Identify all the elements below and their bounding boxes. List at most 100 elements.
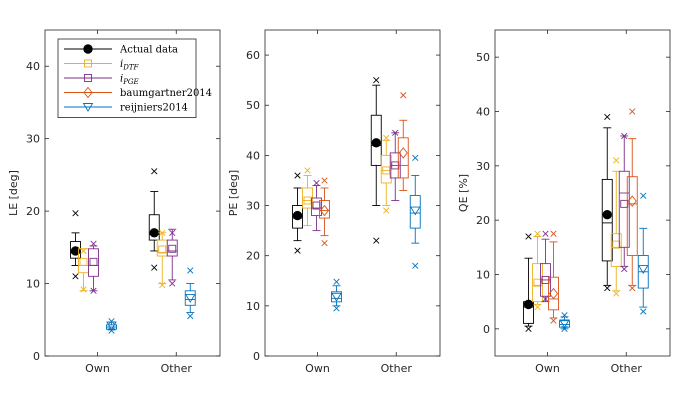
outlier-stroke <box>534 303 541 311</box>
box-dtf-other <box>380 134 392 214</box>
y-axis-label: LE [deg] <box>7 170 20 216</box>
outlier-mark <box>72 273 79 280</box>
box-pge-own <box>311 179 322 232</box>
outlier-mark <box>534 303 541 311</box>
outlier-mark <box>561 325 568 332</box>
box-pge-other <box>166 228 178 287</box>
mean-marker-dot <box>292 210 303 221</box>
legend-label: reijniers2014 <box>120 103 188 114</box>
y-tick-label: 0 <box>483 323 490 336</box>
outlier-stroke <box>542 230 549 237</box>
outlier-mark <box>412 154 419 162</box>
axes-frame <box>264 29 441 357</box>
mean-marker-square <box>541 275 550 284</box>
outlier-mark <box>534 230 541 237</box>
outlier-stroke <box>151 264 158 271</box>
outlier-mark <box>412 262 419 269</box>
outlier-mark <box>72 210 79 217</box>
box-reij-own <box>559 312 570 332</box>
mean-marker-dot <box>70 246 81 256</box>
mean-marker-square <box>158 245 167 254</box>
outlier-stroke <box>169 229 176 236</box>
y-tick-label: 10 <box>476 269 490 282</box>
outlier-stroke <box>561 312 568 319</box>
y-tick-label: 50 <box>476 51 490 64</box>
box-dtf-other <box>610 157 622 297</box>
panel-qe: 0 10 20 30 40 50 Own Other QE [%] <box>457 29 671 375</box>
legend-marker-square <box>84 59 92 68</box>
box-reij-other <box>637 192 649 315</box>
box-pge-other <box>389 129 401 201</box>
box-reij-other <box>409 154 421 269</box>
legend-subscript: DTF <box>122 64 139 72</box>
y-tick-label: 20 <box>476 214 490 227</box>
y-tick-label: 60 <box>246 49 260 62</box>
outlier-mark <box>90 240 97 247</box>
outlier-mark <box>629 108 636 115</box>
box-iqr <box>292 205 303 229</box>
outlier-mark <box>550 230 557 237</box>
box-iqr <box>319 200 330 219</box>
y-tick-label: 20 <box>246 250 260 263</box>
outlier-mark <box>383 207 390 214</box>
outlier-stroke <box>294 172 301 179</box>
box-baum-own <box>548 230 559 324</box>
outlier-stroke <box>373 77 380 84</box>
outlier-stroke <box>304 167 311 174</box>
outlier-mark <box>333 305 340 312</box>
y-axis-label: QE [%] <box>457 174 470 212</box>
box-baum-other <box>626 108 638 292</box>
outlier-mark <box>613 290 620 297</box>
y-tick-label: 0 <box>253 350 260 363</box>
outlier-mark <box>604 284 611 292</box>
outlier-mark <box>333 278 340 285</box>
outlier-mark <box>373 77 380 84</box>
x-tick-label: Other <box>611 362 643 375</box>
mean-marker-triangle <box>637 265 649 274</box>
outlier-mark <box>80 247 87 255</box>
outlier-mark <box>151 264 158 271</box>
x-tick-label: Other <box>161 362 193 375</box>
y-tick-label: 40 <box>476 106 490 119</box>
outlier-stroke <box>294 247 301 254</box>
legend-marker-dot <box>83 44 93 54</box>
outlier-stroke <box>392 129 399 136</box>
outlier-mark <box>108 327 115 334</box>
outlier-stroke <box>333 305 340 312</box>
outlier-mark <box>159 281 166 289</box>
panel-pe: 0 10 20 30 40 50 60 Own Other PE [deg] <box>227 29 441 375</box>
box-actual-own <box>292 172 303 254</box>
outlier-stroke <box>151 168 158 175</box>
legend-label: Actual data <box>119 45 178 56</box>
box-iqr <box>532 263 543 303</box>
box-actual-other <box>370 77 382 244</box>
box-iqr <box>380 154 392 184</box>
outlier-mark <box>321 177 328 184</box>
outlier-mark <box>294 172 301 179</box>
outlier-stroke <box>373 237 380 244</box>
legend-subscript: PGE <box>122 78 138 86</box>
mean-marker-diamond <box>319 204 330 217</box>
y-tick-label: 10 <box>246 300 260 313</box>
box-actual-other <box>601 113 613 292</box>
outlier-stroke <box>72 273 79 280</box>
outlier-stroke <box>108 318 115 325</box>
y-tick-label: 40 <box>246 149 260 162</box>
outlier-stroke <box>169 280 176 287</box>
outlier-stroke <box>313 179 320 187</box>
outlier-mark <box>80 286 87 293</box>
outlier-mark <box>629 284 636 292</box>
mean-marker-triangle <box>409 206 421 216</box>
y-tick-label: 50 <box>246 99 260 112</box>
outlier-stroke <box>90 287 97 294</box>
box-iqr <box>148 214 160 241</box>
box-actual-own <box>523 233 534 332</box>
outlier-mark <box>321 240 328 247</box>
outlier-mark <box>169 229 176 236</box>
outlier-stroke <box>321 177 328 184</box>
mean-marker-dot <box>149 228 159 238</box>
y-tick-label: 30 <box>246 200 260 213</box>
box-iqr <box>166 239 178 257</box>
outlier-stroke <box>412 154 419 162</box>
